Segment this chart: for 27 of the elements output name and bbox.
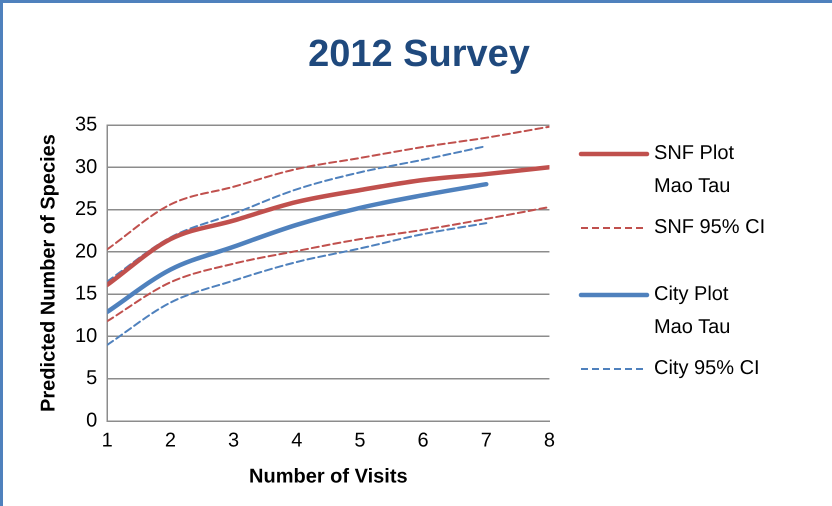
line-series [107, 182, 489, 314]
y-tick-label: 20 [74, 240, 98, 262]
y-tick-label: 10 [74, 324, 98, 347]
y-tick-label: 5 [86, 367, 98, 390]
line-series [107, 165, 550, 288]
x-tick-label: 1 [102, 430, 113, 452]
y-tick-label: 0 [86, 410, 98, 432]
x-tick-label: 4 [291, 430, 302, 452]
x-tick-label: 7 [480, 430, 492, 452]
x-axis-title: Number of Visits [249, 466, 408, 488]
legend-label: City 95% CI [654, 356, 761, 381]
x-tick-label: 3 [228, 430, 240, 452]
line-series [107, 222, 488, 346]
x-tick-label: 6 [418, 430, 429, 452]
legend-label: SNF Plot Mao Tau [654, 141, 736, 199]
y-tick-label: 30 [74, 156, 98, 178]
y-tick-label: 15 [74, 282, 98, 305]
y-tick-label: 35 [74, 114, 98, 136]
legend-label: SNF 95% CI [654, 215, 766, 240]
line-series [107, 206, 550, 322]
legend-label: City Plot Mao Tau [654, 282, 732, 340]
x-tick-label: 2 [164, 430, 176, 452]
y-tick-label: 25 [74, 198, 98, 220]
chart-title: 2012 Survey [307, 33, 531, 76]
y-axis-title: Predicted Number of Species [38, 134, 60, 412]
x-tick-label: 5 [354, 430, 366, 452]
x-tick-label: 8 [544, 430, 555, 452]
